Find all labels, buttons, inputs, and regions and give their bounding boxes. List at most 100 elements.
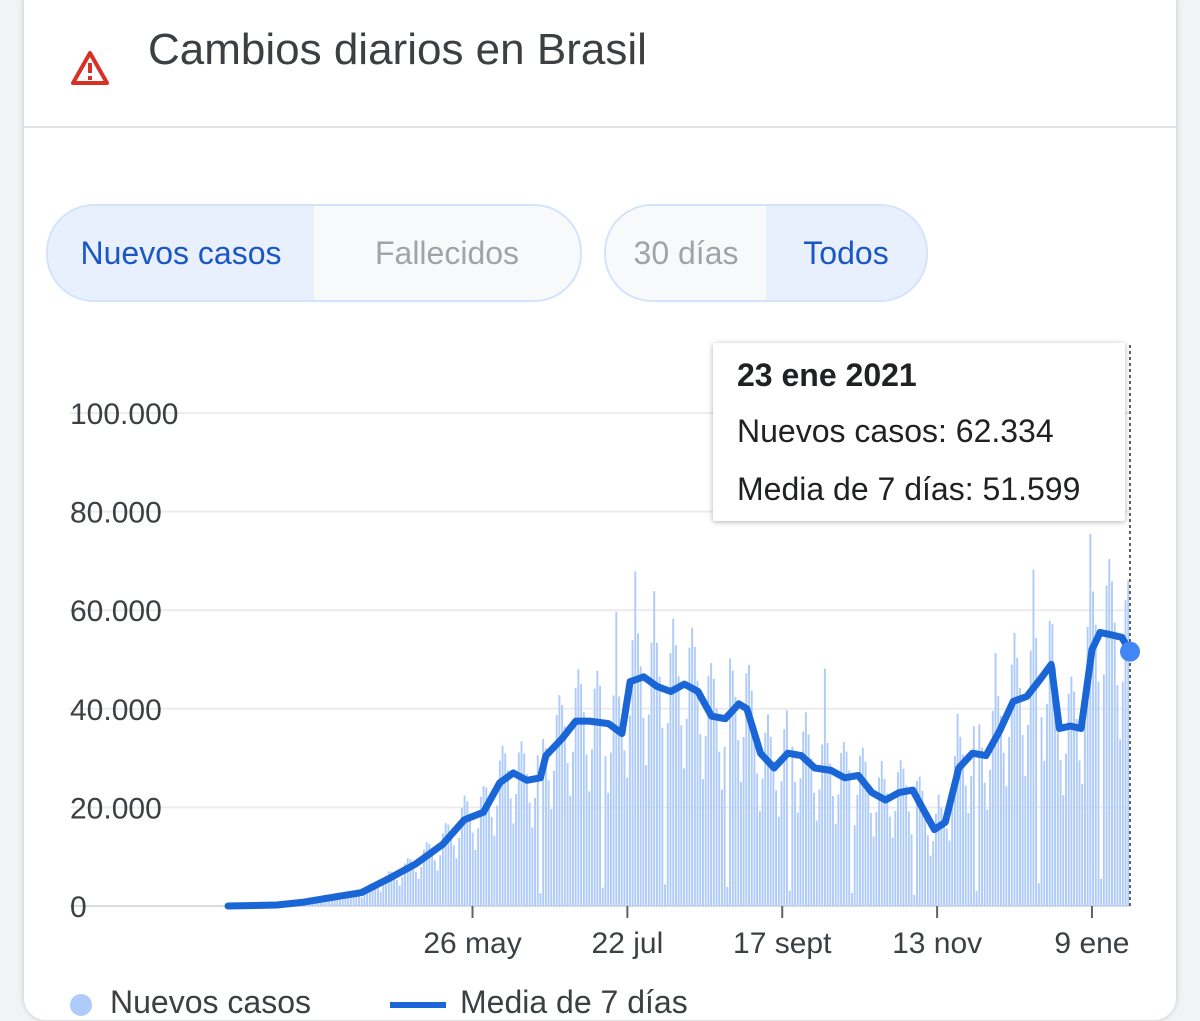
case-bar (781, 781, 783, 906)
case-bar (548, 780, 550, 906)
case-bar (1041, 717, 1043, 906)
case-bar (396, 880, 398, 906)
case-bar (946, 828, 948, 906)
y-tick-label: 100.000 (70, 398, 178, 431)
case-bar (502, 746, 504, 906)
case-bar (667, 723, 669, 906)
case-bar (1003, 753, 1005, 906)
case-bar (949, 841, 951, 906)
case-bar (661, 728, 663, 906)
case-bar (564, 726, 566, 906)
case-bar (1081, 784, 1083, 906)
case-bar (699, 734, 701, 906)
case-bar (580, 684, 582, 906)
case-bar (1019, 688, 1021, 906)
case-bar (1084, 722, 1086, 906)
case-bar (382, 885, 384, 906)
case-bar (967, 813, 969, 906)
case-bar (970, 776, 972, 906)
case-bar (710, 663, 712, 906)
case-bar (892, 838, 894, 906)
case-bar (458, 838, 460, 906)
case-bar (510, 798, 512, 906)
y-tick-label: 0 (70, 891, 87, 924)
legend-cases-swatch (70, 994, 92, 1016)
y-tick-label: 80.000 (70, 497, 162, 530)
case-bar (927, 835, 929, 906)
case-bar (813, 793, 815, 906)
case-bar (829, 764, 831, 906)
case-bar (995, 653, 997, 906)
case-bar (488, 797, 490, 906)
case-bar (472, 833, 474, 906)
case-bar (1062, 795, 1064, 906)
case-bar (342, 900, 344, 906)
case-bar (664, 884, 666, 906)
legend-average: Media de 7 días (390, 984, 688, 1021)
case-bar (420, 867, 422, 906)
case-bar (905, 785, 907, 906)
case-bar (605, 756, 607, 906)
case-bar (819, 789, 821, 906)
case-bar (886, 793, 888, 906)
case-bar (569, 796, 571, 906)
case-bar (932, 841, 934, 906)
case-bar (743, 737, 745, 906)
case-bar (412, 864, 414, 906)
case-bar (531, 827, 533, 906)
case-bar (943, 818, 945, 906)
case-bar (911, 834, 913, 906)
case-bar (924, 810, 926, 906)
case-bar (596, 671, 598, 906)
case-bar (637, 633, 639, 906)
case-bar (1127, 580, 1129, 906)
case-bar (550, 809, 552, 906)
case-bar (399, 886, 401, 906)
case-bar (791, 747, 793, 906)
case-bar (521, 741, 523, 906)
case-bar (675, 645, 677, 906)
case-bar (1022, 735, 1024, 906)
case-bar (588, 791, 590, 906)
case-bar (1014, 633, 1016, 906)
case-bar (491, 817, 493, 906)
legend-average-label: Media de 7 días (460, 984, 688, 1020)
hover-point (1120, 642, 1140, 662)
case-bar (789, 891, 791, 906)
case-bar (1111, 581, 1113, 906)
case-bar (797, 812, 799, 906)
case-bar (1043, 761, 1045, 906)
case-bar (805, 712, 807, 906)
case-bar (526, 774, 528, 906)
case-bar (626, 778, 628, 906)
case-bar (534, 798, 536, 906)
x-tick-label: 22 jul (592, 927, 664, 960)
case-bar (558, 695, 560, 906)
case-bar (477, 828, 479, 906)
case-bar (493, 836, 495, 906)
case-bar (450, 832, 452, 906)
case-bar (1122, 682, 1124, 906)
case-bar (607, 793, 609, 906)
chart-tooltip: 23 ene 2021 Nuevos casos: 62.334 Media d… (713, 343, 1125, 521)
case-bar (464, 796, 466, 906)
case-bar (989, 770, 991, 906)
case-bar (705, 736, 707, 906)
case-bar (786, 710, 788, 906)
case-bar (873, 837, 875, 906)
case-bar (716, 708, 718, 906)
case-bar (1024, 776, 1026, 906)
case-bar (623, 750, 625, 906)
case-bar (418, 879, 420, 906)
case-bar (1065, 754, 1067, 906)
x-tick-label: 13 nov (892, 927, 982, 960)
case-bar (363, 894, 365, 906)
case-bar (572, 752, 574, 906)
case-bar (678, 676, 680, 906)
case-bar (1027, 725, 1029, 906)
case-bar (721, 790, 723, 906)
case-bar (474, 850, 476, 906)
case-bar (567, 763, 569, 906)
case-bar (984, 783, 986, 906)
case-bar (1079, 760, 1081, 906)
